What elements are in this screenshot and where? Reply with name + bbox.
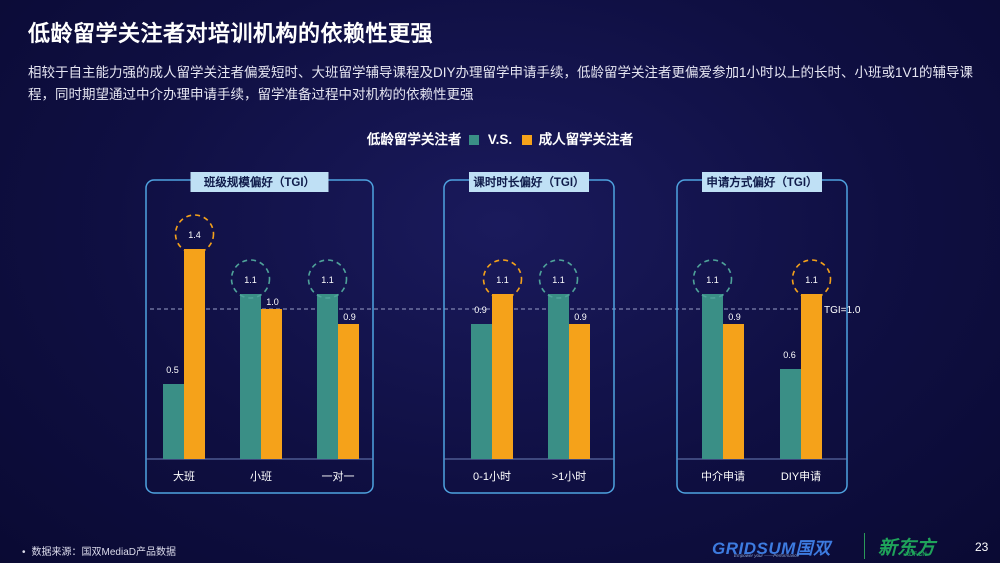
data-source-note: • 数据来源：国双MediaD产品数据 [22,543,176,558]
category-label: 0-1小时 [473,470,511,483]
highlight-circle [174,214,215,254]
data-source-text: 数据来源：国双MediaD产品数据 [31,547,176,558]
group-header-badge [469,172,589,192]
reference-line-label: TGI=1.0 [824,305,861,316]
data-label-series-b: 1.1 [805,275,818,285]
legend-series-a-swatch [469,135,480,146]
data-label-series-a: 0.9 [474,305,487,315]
bar-series-a [240,294,261,459]
logo-divider [864,533,865,559]
legend-series-a-label: 低龄留学关注者 [366,132,462,147]
data-label-series-b: 0.9 [574,312,587,322]
data-label-series-a: 1.1 [706,275,719,285]
category-label: >1小时 [552,470,587,483]
bullet-icon: • [22,547,26,558]
category-label: 中介申请 [701,470,745,483]
group-header-label: 班级规模偏好（TGI） [204,175,315,189]
xdf-logo-url: XDF.CN [905,552,927,558]
legend-vs-label: V.S. [487,132,513,147]
highlight-circle [307,259,348,299]
bar-series-b [569,324,590,459]
highlight-circle [791,259,832,299]
bar-series-a [548,294,569,459]
data-label-series-a: 1.1 [552,275,565,285]
chart-legend: 低龄留学关注者 V.S. 成人留学关注者 [0,128,1000,148]
category-label: 一对一 [322,469,355,483]
bar-series-a [163,384,184,459]
gridsum-tagline: Empower your ——Performance [734,553,800,558]
data-label-series-b: 1.1 [496,275,509,285]
bar-series-a [702,294,723,459]
bar-series-a [471,324,492,459]
highlight-circle [482,259,523,299]
bar-series-b [338,324,359,459]
group-header-label: 课时时长偏好（TGI） [473,175,584,189]
highlight-circle [692,259,733,299]
data-label-series-a: 0.6 [783,350,796,360]
group-header-badge [702,172,822,192]
bar-series-b [184,249,205,459]
data-label-series-b: 0.9 [728,312,741,322]
page-subtitle: 相较于自主能力强的成人留学关注者偏爱短时、大班留学辅导课程及DIY办理留学申请手… [28,65,974,102]
data-label-series-a: 1.1 [244,275,257,285]
highlight-circle [538,259,579,299]
gridsum-logo: GRIDSUM国双 [712,539,831,558]
bar-series-a [780,369,801,459]
data-label-series-b: 1.0 [266,297,279,307]
highlight-circle [230,259,271,299]
bar-series-b [723,324,744,459]
category-label: DIY申请 [781,470,821,483]
bar-series-b [801,294,822,459]
group-header-label: 申请方式偏好（TGI） [706,175,817,189]
bar-series-a [317,294,338,459]
xdf-logo: 新东方 [878,538,936,559]
page-number: 23 [975,540,989,554]
bar-series-b [492,294,513,459]
data-label-series-b: 0.9 [343,312,356,322]
category-label: 小班 [250,470,272,483]
category-label: 大班 [173,469,195,483]
legend-series-b-label: 成人留学关注者 [538,132,634,147]
group-header-badge [190,172,329,192]
data-label-series-b: 1.4 [188,230,201,240]
data-label-series-a: 0.5 [166,365,179,375]
legend-series-b-swatch [521,135,532,146]
bar-series-b [261,309,282,459]
page-title: 低龄留学关注者对培训机构的依赖性更强 [28,21,434,46]
data-label-series-a: 1.1 [321,275,334,285]
